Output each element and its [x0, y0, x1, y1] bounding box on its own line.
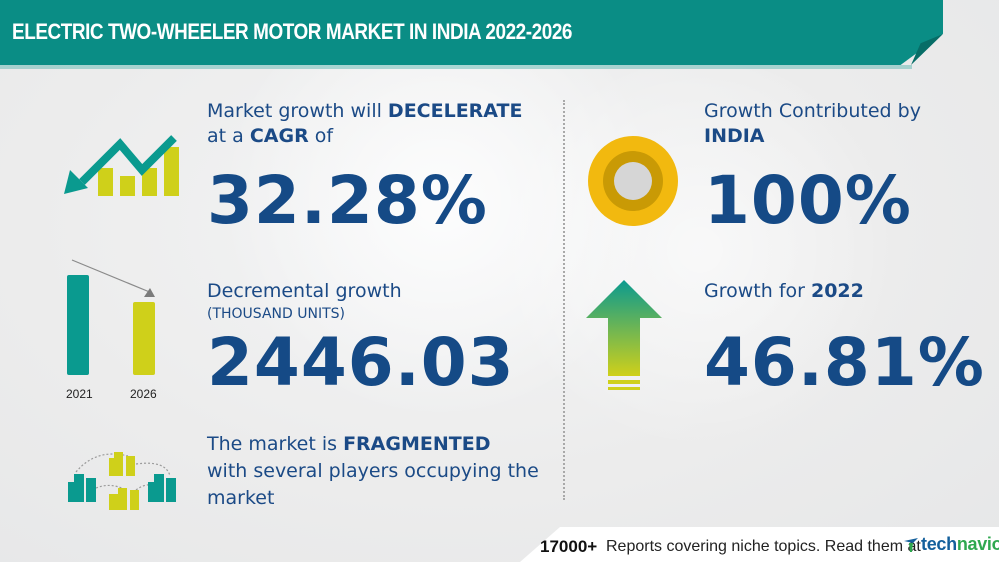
cagr-label-text2: at a [207, 125, 250, 147]
fragmented-line1: The market is FRAGMENTED [207, 433, 490, 455]
footer-bar [520, 527, 999, 562]
contribution-region: INDIA [704, 125, 765, 147]
donut-icon [588, 136, 678, 226]
logo-text-tech: tech [921, 534, 957, 554]
logo-text-navio: navio [956, 534, 999, 554]
growth-year-text: Growth for [704, 280, 811, 302]
growth-year-keyword: 2022 [810, 280, 864, 302]
growth-year-value: 46.81% [704, 324, 985, 401]
bar-label-2021: 2021 [66, 387, 93, 401]
technavio-mark-icon [904, 537, 918, 552]
page-title: ELECTRIC TWO-WHEELER MOTOR MARKET IN IND… [12, 19, 573, 44]
up-arrow-icon [586, 280, 662, 390]
decremental-value: 2446.03 [207, 324, 515, 401]
cagr-label-emphasis: DECELERATE [387, 100, 523, 122]
contribution-value: 100% [704, 162, 912, 239]
bar-label-2026: 2026 [130, 387, 157, 401]
banner-underline [0, 65, 912, 69]
cagr-label-line2: at a CAGR of [207, 125, 333, 147]
contribution-label: Growth Contributed by [704, 100, 921, 122]
fragmented-text: The market is [207, 433, 344, 455]
growth-year-label: Growth for 2022 [704, 280, 864, 302]
decremental-label: Decremental growth [207, 280, 402, 302]
connected-buildings-icon [68, 452, 176, 510]
header-banner [0, 0, 943, 65]
bar-comparison-icon [67, 259, 155, 375]
technavio-logo[interactable]: tech navio [903, 534, 999, 555]
decremental-unit: (THOUSAND UNITS) [207, 306, 345, 322]
cagr-label-text3: of [308, 125, 334, 147]
cagr-label-line1: Market growth will DECELERATE [207, 100, 522, 122]
fragmented-line2: with several players occupying the [207, 460, 539, 482]
column-divider [563, 100, 565, 500]
footer-tagline: Reports covering niche topics. Read them… [606, 538, 921, 555]
report-count: 17000+ [540, 537, 598, 556]
fragmented-keyword: FRAGMENTED [343, 433, 491, 455]
cagr-value: 32.28% [207, 162, 488, 239]
cagr-keyword: CAGR [249, 125, 309, 147]
cagr-label-text: Market growth will [207, 100, 388, 122]
region-keyword: INDIA [704, 125, 765, 147]
fragmented-line3: market [207, 487, 275, 509]
declining-chart-icon [64, 135, 179, 196]
